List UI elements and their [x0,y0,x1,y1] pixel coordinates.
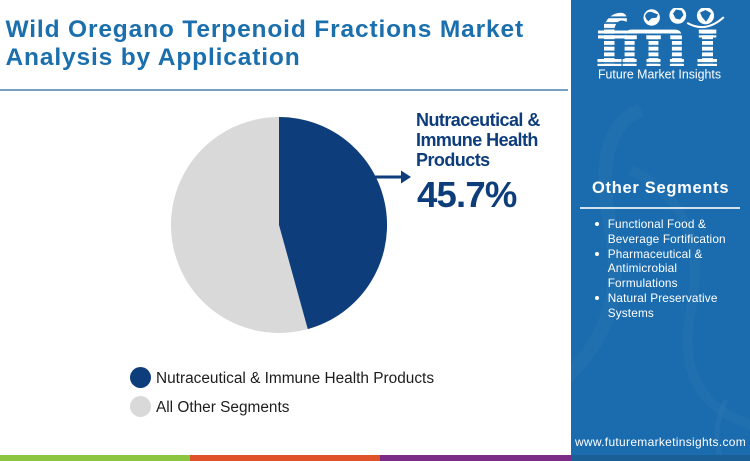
svg-text:Future Market Insights: Future Market Insights [598,67,721,82]
